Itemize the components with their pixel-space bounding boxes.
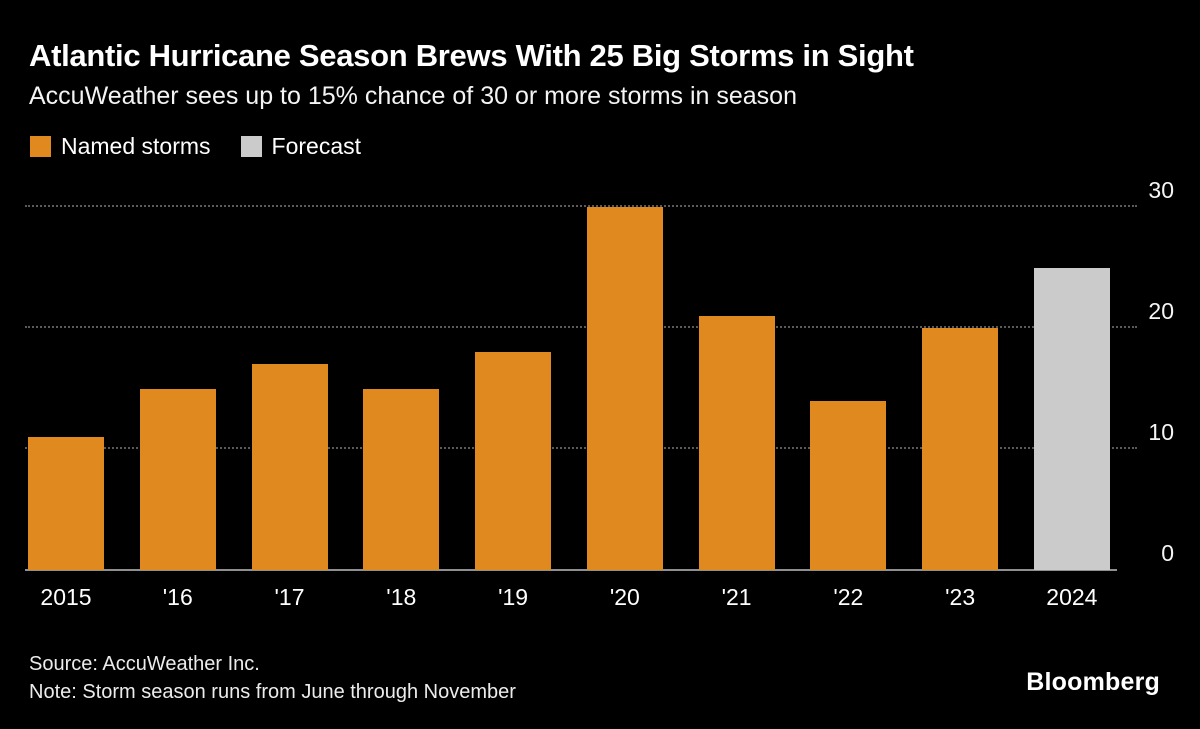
bar-column-2024: 2024 (1033, 207, 1110, 610)
x-tick-label-16: '16 (162, 584, 193, 610)
gridline-10 (25, 447, 1137, 449)
named-storms-bar-17 (251, 364, 328, 570)
legend-item-forecast: Forecast (240, 133, 362, 160)
bar-column-23: '23 (922, 207, 999, 610)
named-storms-bar-20 (586, 207, 663, 570)
x-tick-label-22: '22 (833, 584, 864, 610)
gridline-20 (25, 326, 1137, 328)
x-tick-label-18: '18 (386, 584, 417, 610)
bar-column-18: '18 (363, 207, 440, 610)
x-axis-line (25, 569, 1117, 571)
legend-label-forecast: Forecast (271, 133, 362, 159)
forecast-swatch-icon (240, 136, 262, 157)
footer: Source: AccuWeather Inc. Note: Storm sea… (29, 650, 516, 706)
named-storms-swatch-icon (30, 136, 51, 157)
named-storms-bar-22 (810, 400, 887, 570)
named-storms-bar-16 (139, 388, 216, 570)
legend-item-named-storms: Named storms (30, 133, 211, 160)
y-tick-label-20: 20 (1148, 298, 1174, 324)
named-storms-bar-18 (363, 388, 440, 570)
x-tick-label-2015: 2015 (40, 584, 92, 610)
x-tick-label-19: '19 (498, 584, 529, 610)
y-tick-label-10: 10 (1148, 419, 1174, 445)
x-tick-label-21: '21 (721, 584, 752, 610)
bar-column-17: '17 (251, 207, 328, 610)
bar-column-20: '20 (586, 207, 663, 610)
named-storms-bar-2015 (28, 436, 104, 570)
named-storms-bar-23 (922, 328, 999, 570)
bar-column-2015: 2015 (28, 207, 104, 610)
x-tick-label-20: '20 (609, 584, 640, 610)
y-tick-label-0: 0 (1161, 540, 1174, 566)
x-tick-label-2024: 2024 (1046, 584, 1098, 610)
named-storms-bar-21 (698, 315, 775, 570)
chart-title: Atlantic Hurricane Season Brews With 25 … (29, 38, 914, 73)
bar-column-21: '21 (698, 207, 775, 610)
x-tick-label-17: '17 (274, 584, 305, 610)
x-tick-label-23: '23 (945, 584, 976, 610)
y-tick-label-30: 30 (1148, 177, 1174, 203)
bars-row: 2015 '16 '17 '18 '19 '20 '21 '22 '23 2024 (28, 207, 1110, 610)
source-note: Source: AccuWeather Inc. (29, 653, 260, 675)
bar-column-16: '16 (139, 207, 216, 610)
chart-subtitle: AccuWeather sees up to 15% chance of 30 … (29, 82, 797, 110)
named-storms-bar-19 (475, 352, 552, 570)
legend: Named storms Forecast (30, 133, 361, 160)
bloomberg-logo: Bloomberg (1026, 668, 1160, 696)
legend-label-named-storms: Named storms (61, 133, 211, 159)
season-note: Note: Storm season runs from June throug… (29, 681, 516, 703)
bar-column-22: '22 (810, 207, 887, 610)
bar-column-19: '19 (475, 207, 552, 610)
gridline-30 (25, 205, 1137, 207)
forecast-bar-2024 (1033, 267, 1110, 570)
